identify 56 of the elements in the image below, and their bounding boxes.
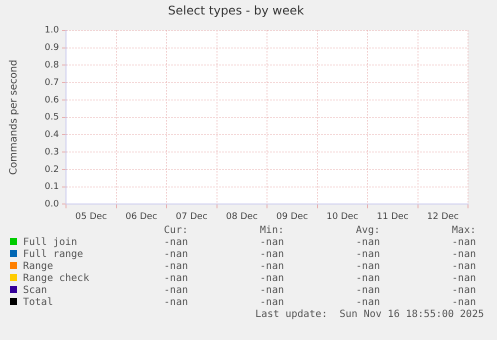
- text: -nan: [162, 285, 188, 297]
- text: -nan: [354, 261, 380, 273]
- y-axis-title: Commands per second: [8, 60, 20, 175]
- legend-label: Full join: [22, 237, 78, 249]
- x-tick-label: 10 Dec: [326, 212, 358, 222]
- y-tick-label: 0.5: [44, 112, 59, 123]
- x-tick-label: 05 Dec: [75, 212, 108, 222]
- x-tick-label: 06 Dec: [126, 212, 158, 222]
- text: Cur:: [162, 225, 188, 237]
- text: Avg:: [354, 225, 380, 237]
- legend-label: Total: [22, 297, 54, 309]
- y-tick-label: 0.7: [44, 78, 59, 88]
- y-tick-label: 0.6: [44, 95, 60, 106]
- text: -nan: [450, 285, 476, 297]
- y-tick-label: 0.1: [44, 182, 59, 192]
- legend-label: Range check: [22, 273, 90, 285]
- text: -nan: [162, 297, 188, 309]
- legend-label: Full range: [22, 249, 84, 261]
- text: -nan: [258, 261, 284, 273]
- text: -nan: [258, 297, 284, 309]
- x-tick-label: 09 Dec: [276, 212, 308, 222]
- text: Max:: [450, 225, 476, 237]
- y-tick-label: 0.4: [44, 130, 60, 140]
- text: -nan: [162, 273, 188, 285]
- text: -nan: [354, 297, 380, 309]
- text: -nan: [354, 273, 380, 285]
- y-tick-label: 0.2: [44, 164, 59, 175]
- y-tick-label: 0.8: [44, 60, 60, 71]
- x-tick-label: 12 Dec: [427, 212, 459, 222]
- text: -nan: [258, 273, 284, 285]
- text: -nan: [258, 237, 284, 249]
- y-tick-label: 1.0: [44, 26, 60, 36]
- text: -nan: [450, 237, 476, 249]
- chart-title: Select types - by week: [168, 3, 304, 18]
- y-tick-label: 0.9: [44, 43, 60, 54]
- text: -nan: [354, 285, 380, 297]
- text: -nan: [354, 237, 380, 249]
- text: -nan: [258, 249, 284, 261]
- text: -nan: [258, 285, 284, 297]
- text: -nan: [450, 273, 476, 285]
- text: -nan: [162, 261, 188, 273]
- text: -nan: [162, 237, 188, 249]
- legend-label: Range: [22, 261, 54, 273]
- x-tick-label: 11 Dec: [376, 212, 409, 222]
- x-tick-label: 08 Dec: [226, 212, 258, 222]
- y-tick-label: 0.3: [44, 147, 59, 158]
- y-tick-label: 0.0: [44, 200, 60, 210]
- text: -nan: [162, 249, 188, 261]
- text: -nan: [450, 297, 476, 309]
- x-tick-label: 07 Dec: [176, 212, 208, 222]
- text: -nan: [450, 261, 476, 273]
- legend-label: Scan: [22, 285, 48, 297]
- text: -nan: [450, 249, 476, 261]
- text: Min:: [258, 225, 284, 237]
- text: -nan: [354, 249, 380, 261]
- text: Last update: Sun Nov 16 18:55:00 2025: [254, 309, 484, 320]
